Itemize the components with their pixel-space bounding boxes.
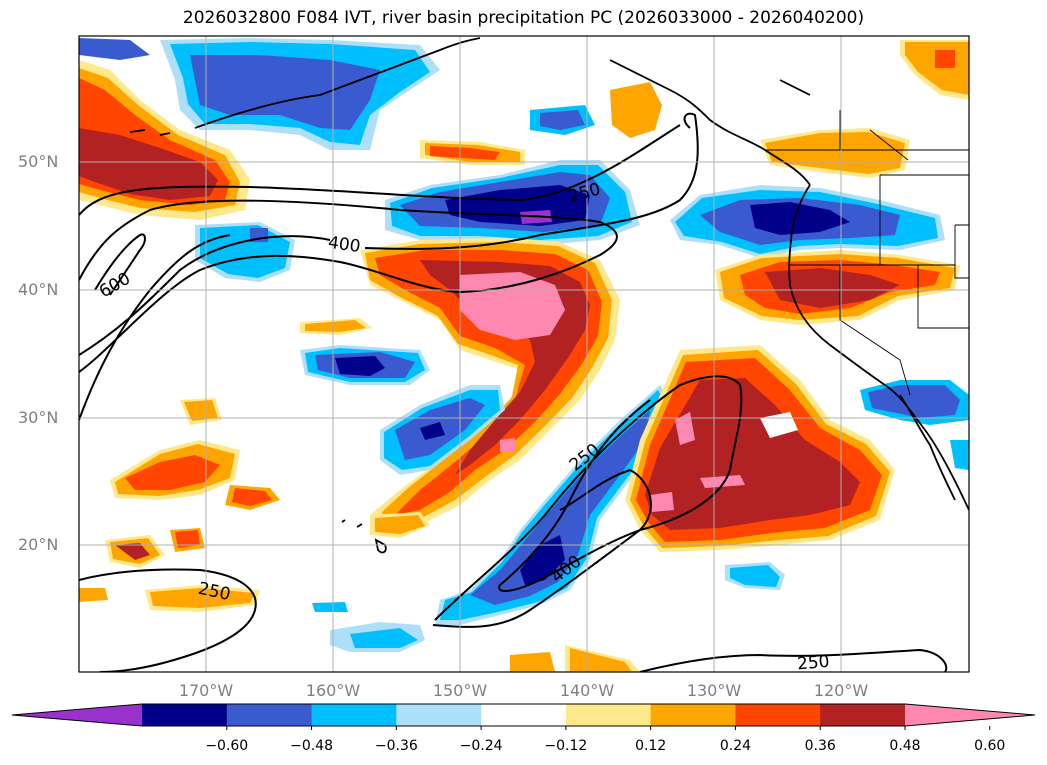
colorbar-segment (396, 704, 482, 726)
map-frame (78, 35, 970, 673)
colorbar-extend-high (905, 704, 1035, 726)
colorbar-outline (11, 703, 1036, 727)
lat-label-50n: 50°N (18, 152, 59, 171)
colorbar-extend-low (12, 704, 142, 726)
coastlines (129, 37, 969, 554)
colorbar-tick-label: −0.48 (290, 738, 333, 754)
lat-label-20n: 20°N (18, 535, 59, 554)
colorbar-tick-label: −0.12 (544, 738, 588, 754)
colorbar-segment (142, 704, 228, 726)
contour-label-400-north: 400 (327, 233, 362, 257)
lon-label-150w: 150°W (432, 681, 488, 700)
colorbar-segment (820, 704, 906, 726)
colorbar-segment (650, 704, 736, 726)
map-title: 2026032800 F084 IVT, river basin precipi… (182, 8, 865, 28)
contour-label-250-se: 250 (796, 652, 830, 675)
colorbar-tick-label: 0.12 (635, 738, 667, 754)
colorbar-tick-label: 0.24 (719, 738, 752, 754)
colorbar-tick-label: −0.36 (374, 738, 418, 754)
colorbar-tick-label: −0.60 (205, 738, 249, 754)
colorbar-segment (565, 704, 652, 726)
lon-label-160w: 160°W (305, 681, 361, 700)
gridlines (79, 36, 969, 672)
lon-label-130w: 130°W (686, 681, 742, 700)
lon-label-120w: 120°W (813, 681, 869, 700)
colorbar-tick-label: 0.60 (974, 738, 1006, 754)
lon-label-170w: 170°W (178, 681, 234, 700)
lat-label-40n: 40°N (18, 280, 59, 299)
lon-label-140w: 140°W (559, 681, 615, 700)
lat-label-30n: 30°N (18, 408, 59, 427)
colorbar (11, 703, 1036, 730)
colorbar-tick-label: 0.48 (889, 738, 921, 754)
colorbar-tick-label: 0.36 (804, 738, 836, 754)
ivt-contours (79, 112, 948, 672)
colorbar-tick-label: −0.24 (459, 738, 503, 754)
colorbar-segment (226, 704, 313, 726)
colorbar-segment (735, 704, 821, 726)
colorbar-segment (481, 704, 567, 726)
colorbar-segment (311, 704, 397, 726)
precip-fill-layer (79, 36, 969, 672)
west-positive-anomaly (79, 60, 250, 220)
east-positive-anomaly (625, 345, 895, 552)
political-borders (765, 110, 969, 396)
